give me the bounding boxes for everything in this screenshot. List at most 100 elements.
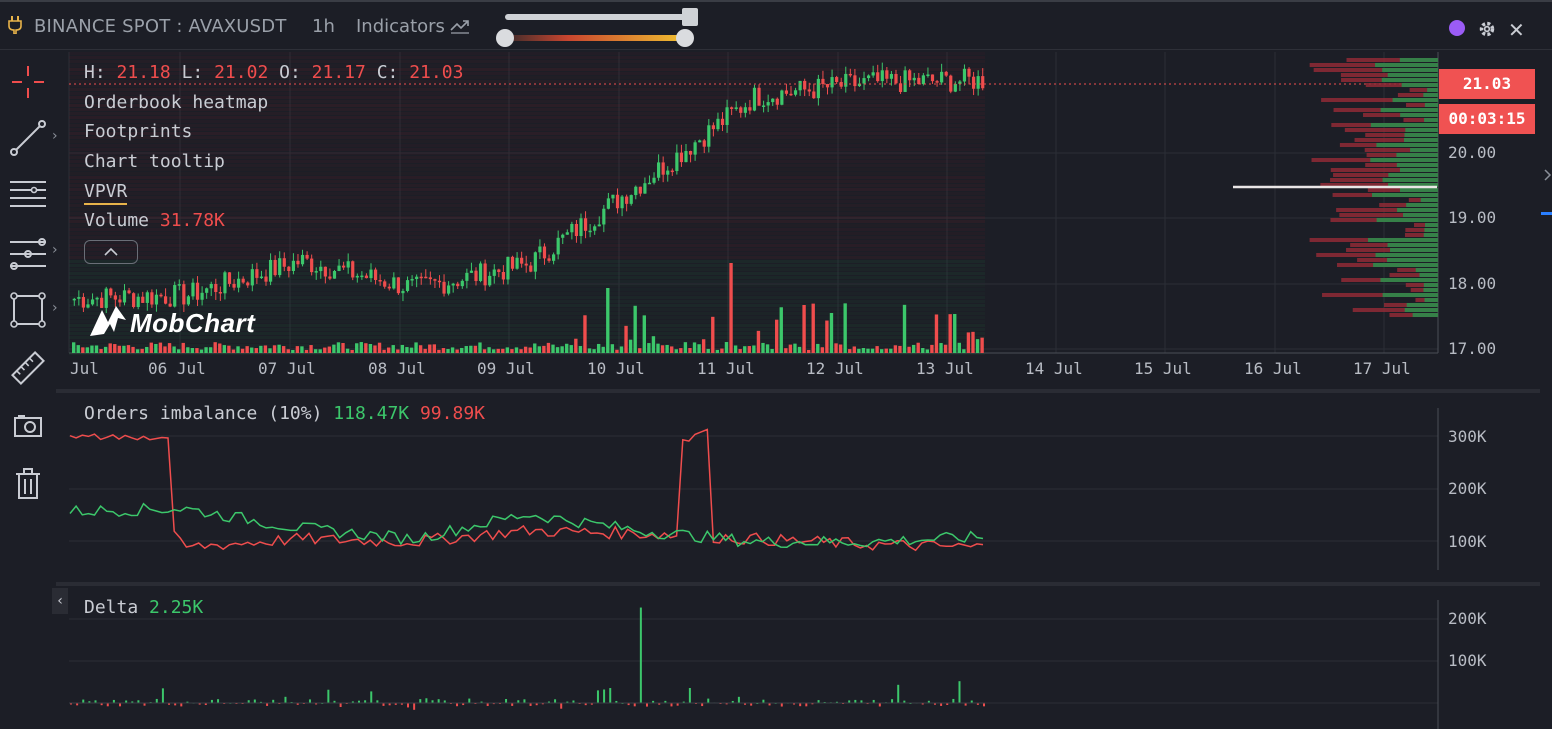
legend-orderbook-heatmap[interactable]: Orderbook heatmap [84, 92, 269, 113]
gear-icon[interactable] [1478, 20, 1496, 38]
candle-body [835, 77, 839, 82]
orderbook-heatmap-band [69, 320, 985, 323]
delta-bar [82, 699, 85, 703]
slider-handle[interactable] [682, 8, 698, 26]
time-tick: 10 Jul [587, 359, 645, 378]
volume-bar [893, 345, 898, 353]
delta-bar [970, 700, 973, 703]
chevron-right-icon[interactable]: › [52, 300, 58, 316]
candle-body [679, 152, 684, 163]
candle-body [342, 265, 346, 268]
candle-body [579, 218, 583, 237]
orderbook-heatmap-band [69, 228, 985, 231]
candle-body [629, 195, 633, 204]
volume-bar [911, 344, 916, 353]
delta-bar [204, 703, 207, 706]
candle-body [392, 277, 396, 289]
chevron-right-icon[interactable]: › [52, 128, 58, 144]
vpvr-buy-bar [1367, 238, 1438, 242]
delta-bar [333, 700, 336, 703]
delta-bar [382, 703, 385, 706]
candle-body [812, 91, 816, 99]
volume-bar [820, 347, 825, 353]
indicators-button[interactable]: Indicators [356, 16, 445, 37]
status-dot[interactable] [1449, 20, 1465, 36]
delta-bar [247, 700, 250, 703]
trendline-tool[interactable] [8, 118, 48, 158]
volume-bar [683, 342, 688, 353]
delta-bar [266, 703, 269, 706]
candle-body [839, 81, 843, 87]
candle-body [246, 282, 250, 286]
volume-bar [692, 342, 697, 353]
horizontal-lines-tool[interactable] [8, 174, 48, 214]
vpvr-buy-bar [1376, 218, 1438, 222]
slider-max-handle[interactable] [676, 29, 694, 47]
panel-divider[interactable] [56, 389, 1540, 393]
candle-body [734, 107, 738, 109]
delta-bar [112, 699, 115, 703]
drawing-toolbar: › › › [0, 52, 58, 729]
candle-body [702, 140, 706, 147]
candle-body [136, 296, 140, 308]
delete-tool[interactable] [8, 464, 48, 504]
volume-bar [304, 349, 309, 353]
volume-bar [715, 349, 720, 353]
trend-up-icon[interactable] [450, 18, 470, 34]
volume-bar [268, 348, 272, 353]
crosshair-tool[interactable] [8, 62, 48, 102]
timeframe-selector[interactable]: 1h [312, 16, 335, 37]
collapse-legend-button[interactable] [84, 240, 138, 264]
rectangle-tool[interactable] [8, 290, 48, 330]
chevron-right-icon[interactable]: › [52, 242, 58, 258]
scroll-indicator [1541, 212, 1552, 215]
volume-bar [852, 346, 856, 353]
candle-body [177, 284, 181, 286]
orderbook-heatmap-band [69, 156, 985, 159]
delta-bar [388, 703, 391, 706]
candle-body [885, 70, 889, 79]
legend-chart-tooltip[interactable]: Chart tooltip [84, 151, 225, 172]
ruler-tool[interactable] [8, 348, 48, 388]
symbol-title[interactable]: BINANCE SPOT : AVAXUSDT [34, 16, 287, 37]
volume-bar [816, 343, 820, 353]
delta-bar [645, 703, 648, 707]
heatmap-color-slider[interactable] [496, 29, 694, 47]
volume-bar [866, 348, 870, 353]
candle-body [825, 84, 830, 88]
heatmap-range-slider[interactable] [505, 8, 698, 26]
delta-bar [529, 703, 532, 706]
vpvr-sell-bar [1404, 233, 1438, 237]
candle-body [611, 194, 615, 199]
candle-body [615, 194, 620, 209]
legend-volume[interactable]: Volume 31.78K [84, 210, 225, 231]
screenshot-tool[interactable] [8, 406, 48, 446]
volume-bar [259, 345, 263, 353]
candle-body [647, 182, 652, 185]
volume-bar [163, 346, 167, 353]
delta-bar [768, 703, 771, 706]
imbalance-green-value: 118.47K [333, 403, 410, 424]
candle-body [926, 74, 930, 76]
vpvr-sell-bar [1352, 308, 1438, 312]
panel-divider[interactable] [56, 582, 1540, 586]
orderbook-heatmap-band [69, 284, 985, 287]
orderbook-heatmap-band [69, 352, 985, 355]
legend-footprints[interactable]: Footprints [84, 121, 193, 142]
delta-bar [308, 699, 311, 703]
close-icon[interactable]: ✕ [1508, 18, 1525, 42]
slider-min-handle[interactable] [496, 29, 514, 47]
pattern-tool[interactable] [8, 232, 48, 272]
vpvr-buy-bar [1390, 248, 1438, 252]
expand-sidebar-button[interactable]: ‹ [52, 588, 68, 614]
price-tick: 18.00 [1448, 274, 1497, 293]
delta-bar [854, 699, 857, 703]
volume-bar [313, 349, 318, 353]
time-tick: 17 Jul [1353, 359, 1411, 378]
orderbook-heatmap-band [69, 60, 985, 63]
delta-bar [682, 701, 685, 703]
vpvr-buy-bar [1375, 63, 1438, 67]
legend-vpvr[interactable]: VPVR [84, 181, 128, 205]
volume-bar [583, 315, 587, 353]
